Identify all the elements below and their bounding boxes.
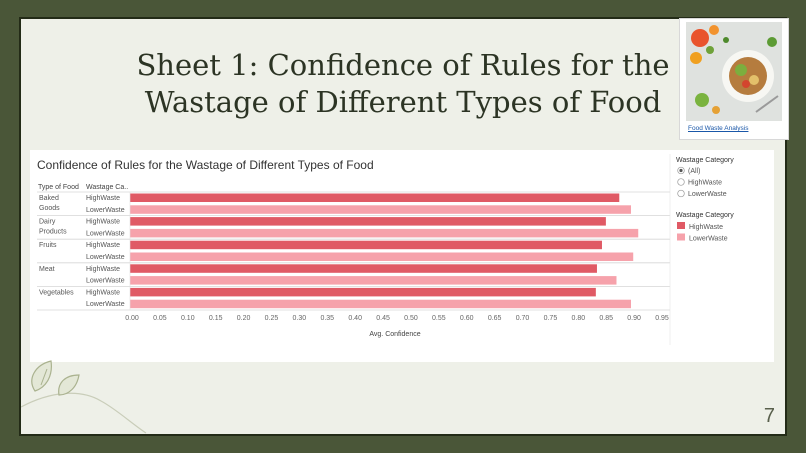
bar-baked-goods-lowerwaste [130, 205, 631, 214]
legend-swatch-highwaste [677, 222, 685, 229]
x-tick-label: 0.45 [376, 315, 390, 322]
x-tick-label: 0.40 [348, 315, 362, 322]
wastage-category-label: HighWaste [86, 266, 120, 273]
bar-fruits-lowerwaste [130, 252, 634, 261]
slide: Sheet 1: Confidence of Rules for the Was… [21, 18, 789, 434]
filter-option-label: (All) [688, 168, 700, 175]
bar-vegetables-highwaste [130, 287, 596, 297]
filter-option-label: HighWaste [688, 180, 722, 187]
x-tick-label: 0.90 [627, 315, 641, 322]
food-type-label: Baked Goods [39, 195, 60, 212]
x-tick-label: 0.85 [599, 315, 613, 322]
slide-title-line-1: Sheet 1: Confidence of Rules for the [136, 48, 670, 82]
bar-fruits-highwaste [130, 240, 602, 250]
filter-radio-lowerwaste[interactable] [677, 189, 685, 198]
x-tick-label: 0.65 [488, 315, 502, 322]
wastage-category-label: LowerWaste [86, 301, 125, 308]
bar-vegetables-lowerwaste [130, 299, 631, 309]
x-tick-label: 0.05 [153, 315, 167, 322]
x-tick-label: 0.20 [237, 315, 251, 322]
x-tick-label: 0.70 [516, 315, 530, 322]
x-tick-label: 0.25 [265, 315, 279, 322]
x-tick-label: 0.50 [404, 315, 418, 322]
wastage-category-label: LowerWaste [86, 230, 125, 237]
food-photo-thumbnail [686, 22, 782, 121]
x-axis-label: Avg. Confidence [369, 331, 420, 338]
header-type-of-food: Type of Food [38, 184, 79, 191]
header-wastage-category: Wastage Ca.. [86, 184, 128, 191]
slide-title-line-2: Wastage of Different Types of Food [144, 85, 662, 119]
food-type-label: Dairy Products [39, 219, 67, 236]
x-tick-label: 0.30 [293, 315, 307, 322]
x-tick-label: 0.15 [209, 315, 223, 322]
bar-dairy-products-lowerwaste [130, 228, 639, 238]
wastage-category-label: HighWaste [86, 219, 120, 226]
filter-title: Wastage Category [676, 157, 734, 164]
wastage-category-label: LowerWaste [86, 207, 125, 214]
food-type-label: Fruits [39, 242, 57, 249]
radio-selected-dot [679, 168, 683, 173]
bar-baked-goods-highwaste [130, 193, 620, 202]
bar-meat-highwaste [130, 264, 597, 273]
wastage-category-label: HighWaste [86, 195, 120, 202]
legend-title: Wastage Category [676, 212, 734, 219]
confidence-bar-chart: Confidence of Rules for the Wastage of D… [37, 154, 734, 345]
food-waste-analysis-link[interactable]: Food Waste Analysis [688, 125, 749, 132]
filter-option-label: LowerWaste [688, 191, 727, 198]
wastage-category-label: LowerWaste [86, 278, 125, 285]
leaf-decoration-icon [21, 360, 147, 434]
x-tick-label: 0.00 [125, 315, 139, 322]
bar-dairy-products-highwaste [130, 217, 606, 226]
wastage-category-label: LowerWaste [86, 254, 125, 261]
filter-radio-highwaste[interactable] [677, 178, 685, 186]
legend-label: HighWaste [689, 224, 723, 231]
slide-title: Sheet 1: Confidence of Rules for the Was… [21, 47, 785, 121]
wastage-category-label: HighWaste [86, 289, 120, 296]
x-tick-label: 0.95 [655, 315, 669, 322]
x-tick-label: 0.10 [181, 315, 195, 322]
wastage-category-label: HighWaste [86, 242, 120, 249]
x-tick-label: 0.55 [432, 315, 446, 322]
food-type-label: Vegetables [39, 289, 74, 296]
slide-number: 7 [763, 405, 775, 427]
food-type-label: Meat [39, 266, 55, 273]
thumbnail-card[interactable]: Food Waste Analysis [679, 18, 789, 140]
tableau-panel: Confidence of Rules for the Wastage of D… [30, 150, 774, 362]
bar-meat-lowerwaste [130, 276, 617, 285]
x-tick-label: 0.75 [544, 315, 558, 322]
legend-swatch-lowerwaste [677, 233, 685, 241]
x-tick-label: 0.60 [460, 315, 474, 322]
chart-title: Confidence of Rules for the Wastage of D… [37, 158, 374, 172]
x-tick-label: 0.80 [572, 315, 586, 322]
legend-label: LowerWaste [689, 236, 728, 243]
x-tick-label: 0.35 [320, 315, 334, 322]
